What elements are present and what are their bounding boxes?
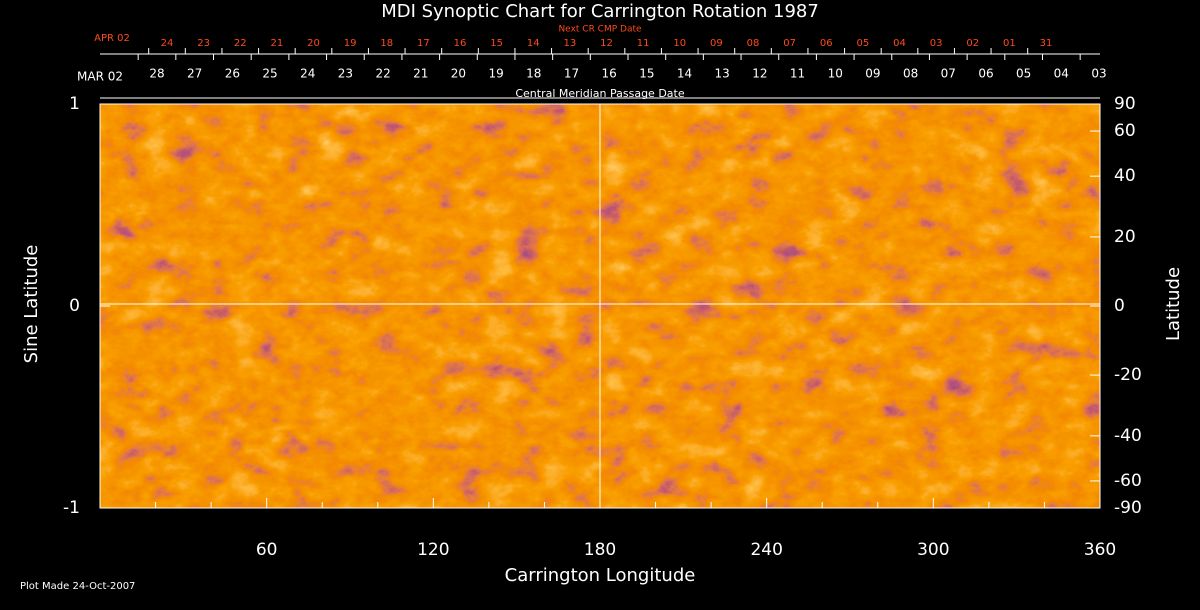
x-axis-label: Carrington Longitude — [505, 565, 696, 586]
cmp-date: 21 — [413, 67, 428, 81]
y2-axis-label: Latitude — [1163, 267, 1184, 341]
y-axis-label: Sine Latitude — [21, 245, 42, 364]
next-cmp-date: 03 — [930, 38, 943, 49]
cmp-date: 16 — [602, 67, 617, 81]
next-cmp-date: 13 — [564, 38, 577, 49]
cmp-date: 25 — [262, 67, 277, 81]
next-cmp-date: 17 — [417, 38, 430, 49]
x-tick-label: 60 — [256, 540, 278, 560]
next-cmp-date: 23 — [197, 38, 210, 49]
next-cmp-date: 16 — [454, 38, 467, 49]
cmp-start: MAR 02 — [77, 70, 123, 84]
next-cmp-date: 11 — [637, 38, 650, 49]
next-cmp-date: 05 — [857, 38, 870, 49]
next-cmp-date: 02 — [966, 38, 979, 49]
cmp-date: 12 — [752, 67, 767, 81]
chart-title: MDI Synoptic Chart for Carrington Rotati… — [381, 1, 819, 22]
next-cmp-date: 09 — [710, 38, 723, 49]
y2-tick-label: 0 — [1114, 296, 1125, 316]
next-cmp-date: 18 — [380, 38, 393, 49]
next-cmp-date: 06 — [820, 38, 833, 49]
cmp-date: 19 — [488, 67, 503, 81]
cmp-date: 28 — [149, 67, 164, 81]
next-cmp-date: 19 — [344, 38, 357, 49]
cmp-date: 27 — [187, 67, 202, 81]
next-cmp-date: 07 — [783, 38, 796, 49]
cmp-date: 13 — [715, 67, 730, 81]
cmp-date: 24 — [300, 67, 315, 81]
cmp-date: 08 — [903, 67, 918, 81]
y-tick-label: -1 — [63, 498, 80, 518]
next-cmp-date: 10 — [673, 38, 686, 49]
next-cmp-date: 15 — [490, 38, 503, 49]
cmp-date: 06 — [978, 67, 993, 81]
y2-tick-label: -60 — [1114, 471, 1142, 491]
y-tick-label: 0 — [69, 296, 80, 316]
next-cmp-label: Next CR CMP Date — [558, 25, 642, 35]
next-cmp-date: 22 — [234, 38, 247, 49]
cmp-date: 09 — [865, 67, 880, 81]
y2-tick-label: 20 — [1114, 227, 1136, 247]
next-cmp-date: 04 — [893, 38, 906, 49]
y2-tick-label: -20 — [1114, 365, 1142, 385]
next-cmp-date: 31 — [1040, 38, 1053, 49]
y-tick-label: 1 — [69, 94, 80, 114]
x-tick-label: 120 — [417, 540, 449, 560]
next-cmp-date: 01 — [1003, 38, 1016, 49]
footnote: Plot Made 24-Oct-2007 — [20, 581, 135, 592]
next-cmp-date: 20 — [307, 38, 320, 49]
y2-tick-label: 90 — [1114, 94, 1136, 114]
cmp-date: 22 — [375, 67, 390, 81]
cmp-date: 14 — [677, 67, 692, 81]
y2-tick-label: -40 — [1114, 426, 1142, 446]
cmp-date: 10 — [828, 67, 843, 81]
next-cmp-date: 08 — [747, 38, 760, 49]
cmp-date: 20 — [451, 67, 466, 81]
cmp-date: 15 — [639, 67, 654, 81]
cmp-date: 03 — [1091, 67, 1106, 81]
cmp-date: 17 — [564, 67, 579, 81]
next-cmp-date: 12 — [600, 38, 613, 49]
y2-tick-label: 40 — [1114, 166, 1136, 186]
x-tick-label: 180 — [584, 540, 616, 560]
x-tick-label: 240 — [750, 540, 782, 560]
cmp-label: Central Meridian Passage Date — [515, 87, 684, 100]
y2-tick-label: -90 — [1114, 498, 1142, 518]
cmp-date: 11 — [790, 67, 805, 81]
next-cmp-start: APR 02 — [94, 33, 130, 44]
next-cmp-date: 21 — [271, 38, 284, 49]
cmp-date: 04 — [1054, 67, 1069, 81]
x-tick-label: 300 — [917, 540, 949, 560]
cmp-date: 05 — [1016, 67, 1031, 81]
x-tick-label: 360 — [1084, 540, 1116, 560]
y2-tick-label: 60 — [1114, 121, 1136, 141]
cmp-date: 23 — [338, 67, 353, 81]
cmp-date: 07 — [941, 67, 956, 81]
cmp-date: 18 — [526, 67, 541, 81]
cmp-date: 26 — [225, 67, 240, 81]
next-cmp-date: 24 — [161, 38, 174, 49]
next-cmp-date: 14 — [527, 38, 540, 49]
